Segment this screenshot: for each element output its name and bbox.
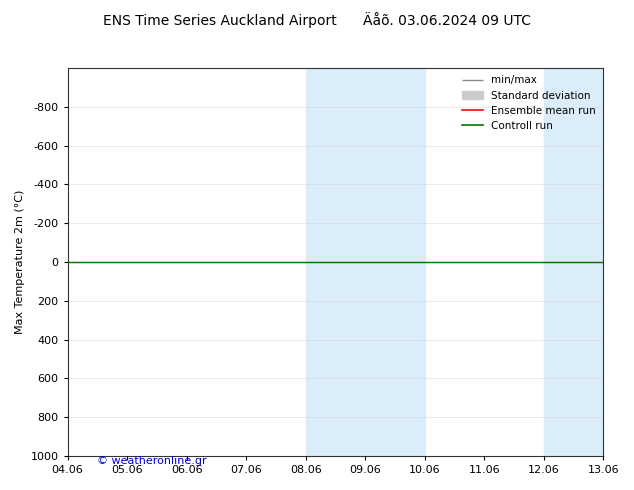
Text: ENS Time Series Auckland Airport      Äåõ. 03.06.2024 09 UTC: ENS Time Series Auckland Airport Äåõ. 03… (103, 12, 531, 28)
Bar (544, 68, 603, 456)
Bar (306, 68, 365, 456)
Text: © weatheronline.gr: © weatheronline.gr (98, 456, 207, 466)
Legend: min/max, Standard deviation, Ensemble mean run, Controll run: min/max, Standard deviation, Ensemble me… (458, 71, 600, 135)
Y-axis label: Max Temperature 2m (°C): Max Temperature 2m (°C) (15, 190, 25, 334)
Bar (365, 68, 425, 456)
